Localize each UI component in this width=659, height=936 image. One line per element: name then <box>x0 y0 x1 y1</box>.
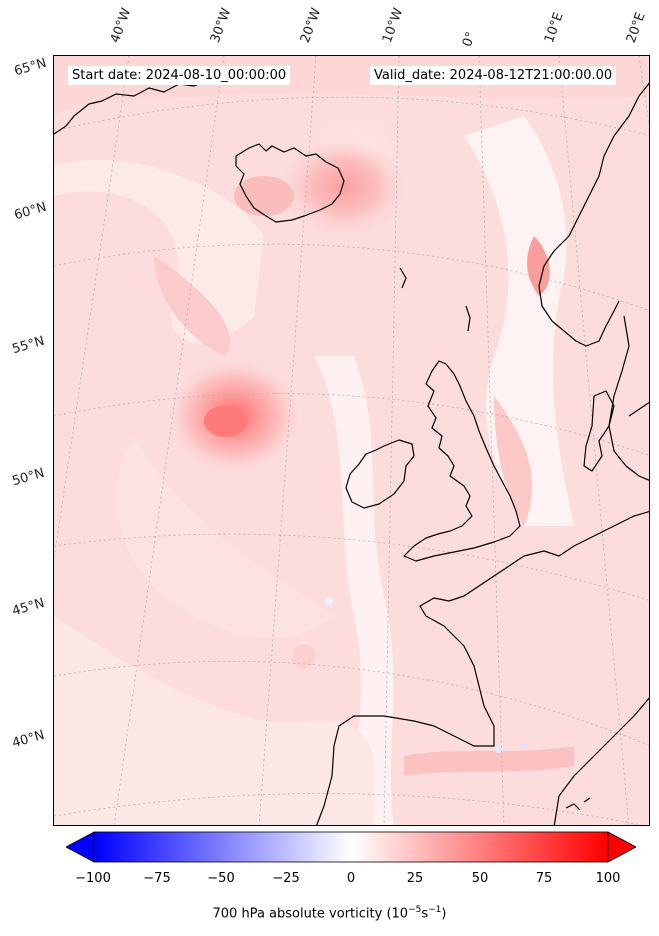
colorbar-tick-0: 0 <box>346 871 356 886</box>
graticule <box>54 56 649 825</box>
colorbar-label-main: 700 hPa absolute vorticity (10 <box>212 906 409 922</box>
gulf-coast <box>628 401 649 417</box>
colorbar-label-mid: s <box>421 906 429 922</box>
great-britain-coast <box>403 360 521 562</box>
norway-coast <box>538 82 649 347</box>
denmark-coast <box>583 390 615 472</box>
start-date-label: Start date: 2024-08-10_00:00:00 <box>68 66 291 85</box>
colorbar-svg <box>65 831 637 863</box>
colorbar-gradient <box>93 831 609 863</box>
colorbar-tick-50: 50 <box>471 871 489 886</box>
coastlines <box>54 77 649 825</box>
colorbar-max-extension <box>607 831 637 863</box>
lat-label-55n: 55°N <box>10 333 47 358</box>
colorbar-label-exp1: −5 <box>408 905 422 915</box>
lon-label-20e: 20°E <box>623 10 649 46</box>
lat-label-65n: 65°N <box>12 55 49 80</box>
iceland-coast <box>235 143 345 223</box>
lon-label-20w: 20°W <box>297 6 325 45</box>
map-panel: Start date: 2024-08-10_00:00:00 Valid_da… <box>53 55 650 826</box>
colorbar-tick-25: 25 <box>406 871 424 886</box>
balearic-islands <box>565 797 591 811</box>
colorbar-min-extension <box>65 831 95 863</box>
colorbar-tick-neg100: −100 <box>75 871 111 886</box>
colorbar-tick-100: 100 <box>595 871 621 886</box>
colorbar-tick-neg50: −50 <box>207 871 235 886</box>
valid-date-label: Valid_date: 2024-08-12T21:00:00.00 <box>370 66 617 85</box>
vorticity-map <box>54 56 649 825</box>
lon-label-10e: 10°E <box>541 10 567 46</box>
vorticity-pale-swaths <box>54 106 574 825</box>
lon-label-0: 0° <box>459 29 480 49</box>
colorbar-tick-neg75: −75 <box>143 871 171 886</box>
lon-label-40w: 40°W <box>107 6 135 45</box>
iberia-coast <box>553 697 649 825</box>
ireland-coast <box>345 439 415 509</box>
colorbar-tick-neg25: −25 <box>272 871 300 886</box>
continent-coast <box>316 510 649 825</box>
colorbar-label: 700 hPa absolute vorticity (10−5s−1) <box>0 905 659 921</box>
shetland-islands <box>399 267 471 332</box>
lon-label-10w: 10°W <box>379 6 407 45</box>
lon-label-30w: 30°W <box>207 6 235 45</box>
lat-label-40n: 40°N <box>10 727 47 752</box>
lat-label-50n: 50°N <box>10 465 47 490</box>
colorbar-label-exp2: −1 <box>428 905 442 915</box>
colorbar <box>65 830 637 864</box>
lat-label-60n: 60°N <box>12 199 49 224</box>
colorbar-label-end: ) <box>441 906 447 922</box>
lat-label-45n: 45°N <box>10 595 47 620</box>
colorbar-tick-75: 75 <box>535 871 553 886</box>
